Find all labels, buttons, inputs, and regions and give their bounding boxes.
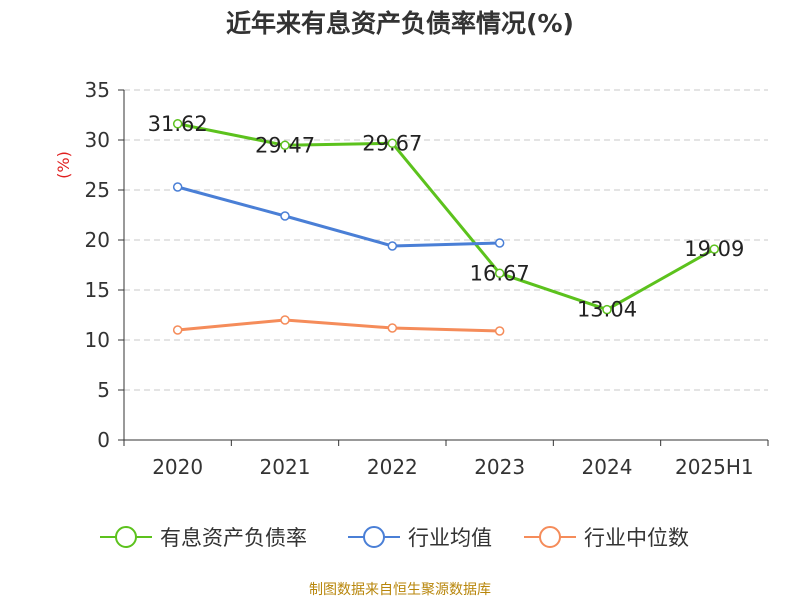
series-line xyxy=(177,185,500,248)
y-tick-label: 20 xyxy=(85,228,110,252)
data-label: 19.09 xyxy=(684,237,744,261)
series-layer xyxy=(172,119,720,336)
legend-item-2: 行业中位数 xyxy=(524,526,689,550)
data-point xyxy=(494,238,505,248)
data-point xyxy=(387,241,398,251)
chart-title: 近年来有息资产负债率情况(%) xyxy=(226,9,574,38)
data-point xyxy=(494,326,505,336)
data-point xyxy=(387,138,398,149)
x-tick-label: 2023 xyxy=(474,455,525,479)
legend-item-1: 行业均值 xyxy=(348,526,492,550)
y-tick-label: 30 xyxy=(85,128,110,152)
legend-item-0: 有息资产负债率 xyxy=(100,526,307,550)
data-point xyxy=(172,119,183,129)
axes: 0 5 10 15 20 25 30 35 2020 2021 2022 2023 2024 2025H1… xyxy=(54,78,769,479)
series-line xyxy=(177,318,500,333)
data-labels: 31.62 29.47 29.67 16.67 13.04 19.09 xyxy=(148,112,745,322)
legend-swatch-marker xyxy=(115,526,137,548)
y-tick-label: 25 xyxy=(85,178,110,202)
data-point xyxy=(280,315,290,325)
data-point xyxy=(172,325,183,335)
y-tick-label: 5 xyxy=(97,378,110,402)
series-0 xyxy=(172,119,720,315)
data-point xyxy=(280,211,290,221)
x-tick-label: 2020 xyxy=(152,455,203,479)
legend-label: 有息资产负债率 xyxy=(160,526,307,550)
data-label: 31.62 xyxy=(148,112,208,136)
grid-lines xyxy=(124,89,768,391)
legend-swatch-marker xyxy=(363,526,385,548)
legend-swatch-marker xyxy=(539,526,561,548)
y-tick-label: 35 xyxy=(85,78,110,102)
data-label: 29.67 xyxy=(362,131,422,155)
chart-source: 制图数据来自恒生聚源数据库 xyxy=(309,582,491,598)
data-point xyxy=(387,323,398,333)
y-axis-label: (%) xyxy=(54,151,73,179)
data-point xyxy=(602,304,612,315)
x-tick-label: 2025H1 xyxy=(675,455,754,479)
y-tick-label: 0 xyxy=(97,428,110,452)
y-tick-label: 10 xyxy=(85,328,110,352)
data-point xyxy=(494,268,505,279)
y-tick-label: 15 xyxy=(85,278,110,302)
series-1 xyxy=(172,182,505,251)
x-tick-label: 2021 xyxy=(260,455,311,479)
data-label: 29.47 xyxy=(255,133,315,157)
series-line xyxy=(177,122,716,312)
series-2 xyxy=(172,315,505,336)
data-point xyxy=(280,140,290,151)
x-tick-label: 2024 xyxy=(582,455,633,479)
data-label: 13.04 xyxy=(577,298,637,322)
data-label: 16.67 xyxy=(470,261,530,285)
data-point xyxy=(709,244,720,254)
legend-label: 行业中位数 xyxy=(584,526,689,550)
legend: 有息资产负债率 行业均值 行业中位数 xyxy=(100,526,689,550)
x-tick-label: 2022 xyxy=(367,455,418,479)
data-point xyxy=(172,182,183,192)
legend-label: 行业均值 xyxy=(408,526,492,550)
